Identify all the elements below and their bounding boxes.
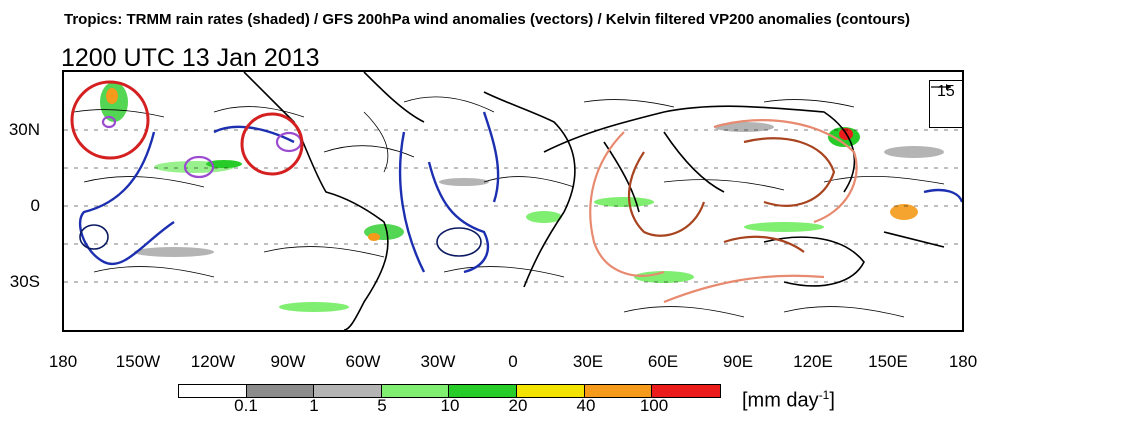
graticule xyxy=(64,129,962,283)
colorbar xyxy=(178,384,721,398)
lon-label: 60W xyxy=(345,352,381,371)
colorbar-segment xyxy=(381,385,450,397)
vp200-positive-contours xyxy=(589,119,858,304)
colorbar-tick: 40 xyxy=(576,396,596,415)
colorbar-segment xyxy=(516,385,585,397)
lon-label: 150E xyxy=(868,352,908,371)
reference-vector-box: 15 xyxy=(929,80,962,128)
lon-label: 180 xyxy=(948,352,978,371)
map-panel: 15 xyxy=(62,70,964,332)
units-exponent: -1 xyxy=(818,388,830,402)
colorbar-segment xyxy=(584,385,653,397)
reference-arrow-icon xyxy=(931,84,951,90)
coastlines xyxy=(243,72,945,330)
colorbar-segment xyxy=(314,385,382,397)
lat-label-eq: 0 xyxy=(30,196,40,215)
lon-label: 150W xyxy=(115,352,161,371)
wind-vectors xyxy=(73,96,945,318)
colorbar-segment xyxy=(652,385,720,397)
lon-label: 90W xyxy=(270,352,306,371)
vp200-positive-inner xyxy=(627,137,836,253)
colorbar-tick: 5 xyxy=(377,396,387,415)
lon-label: 180 xyxy=(48,352,78,371)
units-close: ] xyxy=(829,389,835,412)
lon-label: 90E xyxy=(722,352,754,371)
lon-label: 30E xyxy=(572,352,604,371)
highlight-circles xyxy=(70,80,304,176)
lon-label: 0 xyxy=(508,352,518,371)
lon-label: 120E xyxy=(793,352,833,371)
lon-label: 30W xyxy=(420,352,456,371)
vp200-negative-inner xyxy=(79,224,482,257)
timestamp: 1200 UTC 13 Jan 2013 xyxy=(61,44,320,72)
lat-label-30s: 30S xyxy=(9,272,40,291)
lat-label-30n: 30N xyxy=(8,120,40,139)
colorbar-units: [mm day-1] xyxy=(742,388,835,413)
colorbar-segment xyxy=(246,385,315,397)
colorbar-tick: 1 xyxy=(309,396,319,415)
colorbar-segment xyxy=(179,385,247,397)
rain-shading xyxy=(100,82,944,312)
figure-title: Tropics: TRMM rain rates (shaded) / GFS … xyxy=(64,11,911,28)
units-text: [mm day xyxy=(742,389,819,412)
colorbar-tick: 20 xyxy=(508,396,528,415)
map-graphic xyxy=(64,72,962,330)
lon-label: 120W xyxy=(190,352,236,371)
colorbar-tick: 0.1 xyxy=(234,396,258,415)
colorbar-tick: 10 xyxy=(440,396,460,415)
vp200-negative-contours xyxy=(78,111,962,274)
colorbar-tick: 100 xyxy=(639,396,669,415)
colorbar-segment xyxy=(449,385,517,397)
lon-label: 60E xyxy=(647,352,679,371)
